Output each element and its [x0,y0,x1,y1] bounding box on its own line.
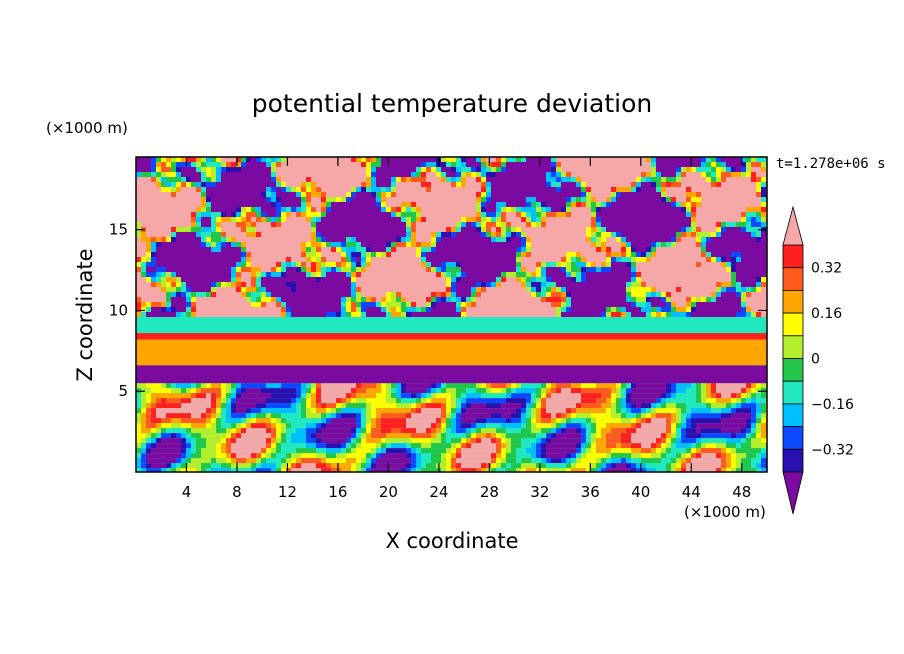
colorbar-tick-label: 0.16 [811,306,842,322]
x-tick-label: 40 [631,483,650,501]
colorbar-box [782,380,804,405]
band-region [136,339,767,366]
x-axis-label: X coordinate [385,529,518,553]
colorbar-tick-label: −0.32 [811,442,854,458]
x-tick-label: 8 [232,483,242,501]
y-axis: 5 10 15 [109,221,767,400]
time-label: t=1.278e+06 s [776,156,886,172]
x-tick-label: 20 [379,483,398,501]
chart-title: potential temperature deviation [252,89,652,118]
y-tick-label: 15 [109,221,128,239]
x-tick-label: 24 [429,483,448,501]
colorbar-box [782,358,804,382]
colorbar-box [782,335,804,359]
y-tick-label: 5 [118,382,128,400]
x-tick-label: 16 [328,483,347,501]
x-tick-label: 48 [732,483,751,501]
x-tick-label: 36 [581,483,600,501]
x-unit-label: (×1000 m) [684,503,766,521]
x-tick-label: 12 [278,483,297,501]
band-region [136,333,767,340]
colorbar: 0.32 0.16 0 −0.16 −0.32 [782,205,854,515]
colorbar-extend-bottom [782,471,804,515]
y-axis-label: Z coordinate [73,248,97,381]
plot-frame [135,156,768,473]
inversion-band [136,333,767,384]
colorbar-box [782,403,804,427]
band-region [136,365,767,384]
y-unit-label: (×1000 m) [46,119,128,137]
lower-field [136,383,767,472]
y-tick-label: 10 [109,301,128,319]
colorbar-box [782,426,804,450]
colorbar-box [782,244,804,269]
colorbar-box [782,267,804,291]
colorbar-box [782,448,804,473]
x-tick-label: 44 [682,483,701,501]
colorbar-tick-label: 0 [811,352,820,368]
upper-field [136,157,767,317]
colorbar-extend-top [782,205,804,246]
x-tick-label: 28 [480,483,499,501]
colorbar-box [782,312,804,337]
x-tick-label: 32 [530,483,549,501]
colorbar-box [782,289,804,314]
x-tick-label: 4 [182,483,192,501]
x-axis: 4 8 12 16 20 24 28 32 36 40 44 48 [182,157,751,501]
colorbar-tick-label: 0.32 [811,261,842,277]
heatmap-field [136,157,767,472]
colorbar-tick-label: −0.16 [811,397,854,413]
